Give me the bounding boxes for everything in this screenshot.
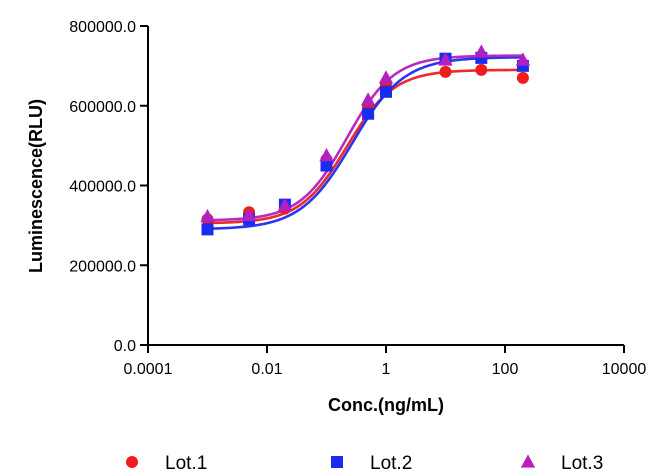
x-axis-title: Conc.(ng/mL) — [328, 395, 444, 415]
y-tick-label: 0.0 — [114, 338, 136, 355]
legend-label-3: Lot.3 — [561, 453, 603, 474]
legend-marker-1 — [126, 456, 138, 468]
data-point-series-3 — [319, 148, 334, 162]
data-points — [200, 44, 531, 236]
data-point-series-1 — [516, 71, 529, 84]
data-point-series-2 — [362, 107, 375, 120]
fit-curve-3 — [207, 54, 523, 222]
x-tick-label: 0.01 — [251, 361, 282, 378]
fit-curve-2 — [207, 56, 523, 231]
fit-curves — [207, 54, 523, 231]
fit-curve-1 — [207, 68, 523, 225]
data-point-series-3 — [378, 70, 394, 84]
x-tick-label: 100 — [492, 361, 519, 378]
y-axis-ticks: 0.0 200000.0 400000.0 600000.0 800000.0 — [69, 19, 148, 355]
x-tick-label: 0.0001 — [124, 361, 173, 378]
data-point-series-3 — [515, 52, 531, 66]
y-tick-label: 800000.0 — [69, 19, 136, 36]
y-tick-label: 200000.0 — [69, 258, 136, 275]
data-point-series-2 — [380, 85, 392, 98]
data-point-series-3 — [241, 207, 257, 222]
data-point-series-1 — [439, 65, 452, 78]
legend: Lot.1 Lot.2 Lot.3 — [126, 453, 603, 474]
legend-label-1: Lot.1 — [165, 453, 207, 474]
legend-label-2: Lot.2 — [370, 453, 412, 474]
data-point-series-3 — [438, 52, 453, 66]
x-tick-label: 10000 — [602, 361, 647, 378]
data-point-series-3 — [360, 92, 376, 106]
data-point-series-3 — [474, 44, 489, 58]
data-point-series-3 — [200, 209, 215, 223]
x-tick-label: 1 — [382, 361, 391, 378]
legend-marker-2 — [331, 456, 343, 468]
data-point-series-2 — [201, 223, 214, 236]
y-tick-label: 400000.0 — [69, 179, 136, 196]
data-point-series-1 — [475, 63, 488, 76]
y-tick-label: 600000.0 — [69, 99, 136, 116]
data-point-series-2 — [320, 159, 333, 172]
legend-marker-3 — [520, 454, 536, 468]
y-axis-title: Luminescence(RLU) — [26, 99, 46, 273]
data-point-series-3 — [277, 197, 293, 212]
x-axis-ticks: 0.0001 0.01 1 100 10000 — [124, 345, 647, 378]
